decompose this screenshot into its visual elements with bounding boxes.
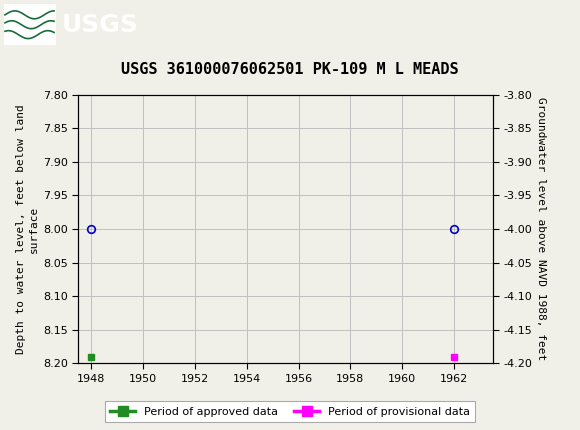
Legend: Period of approved data, Period of provisional data: Period of approved data, Period of provi… — [105, 401, 475, 422]
Text: USGS 361000076062501 PK-109 M L MEADS: USGS 361000076062501 PK-109 M L MEADS — [121, 62, 459, 77]
Bar — [4, 4, 56, 46]
Text: USGS: USGS — [62, 13, 139, 37]
Y-axis label: Depth to water level, feet below land
surface: Depth to water level, feet below land su… — [16, 104, 39, 354]
Y-axis label: Groundwater level above NAVD 1988, feet: Groundwater level above NAVD 1988, feet — [536, 97, 546, 361]
